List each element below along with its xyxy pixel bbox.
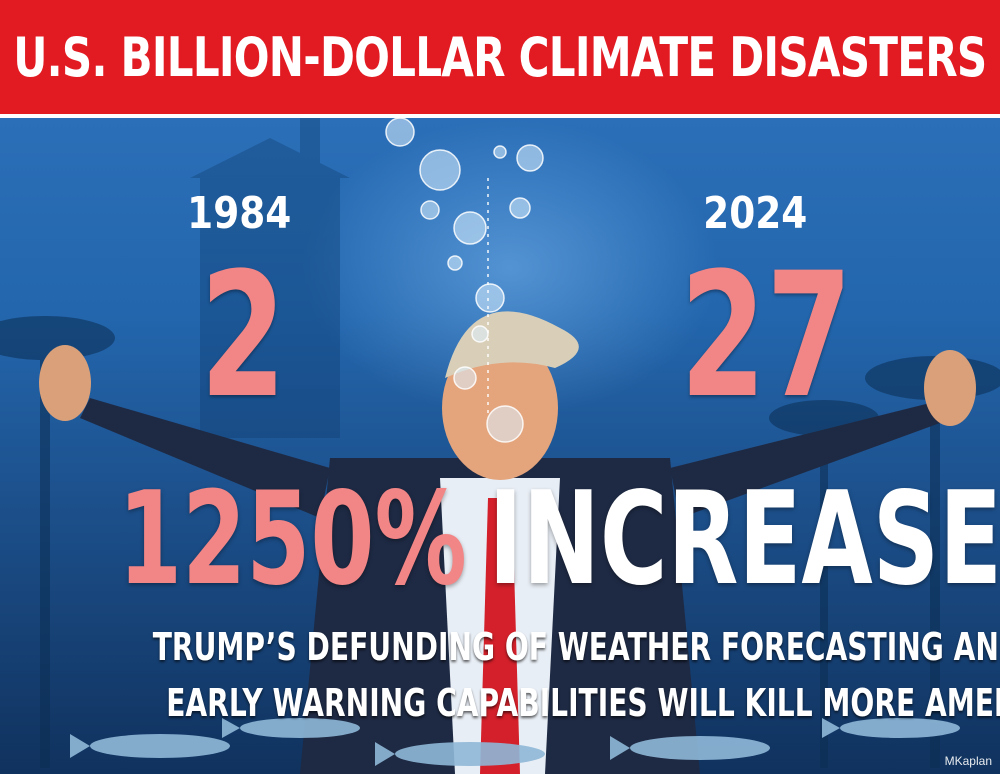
left-hand — [39, 345, 91, 421]
subtitle-line-2: EARLY WARNING CAPABILITIES WILL KILL MOR… — [0, 684, 1000, 722]
count-2024: 27 — [680, 235, 853, 436]
year-2024-label: 2024 — [703, 188, 808, 239]
increase-percent: 1250% — [118, 465, 467, 614]
building-silhouette — [190, 118, 350, 438]
fish-icon — [70, 718, 960, 766]
increase-word: INCREASE — [488, 465, 1000, 614]
bubbles-icon — [385, 118, 544, 443]
tie — [480, 498, 520, 774]
artist-credit: MKaplan — [944, 754, 992, 768]
increase-headline: 1250% INCREASE — [118, 476, 1000, 604]
subtitle-line-1: TRUMP’S DEFUNDING OF WEATHER FORECASTING… — [0, 628, 1000, 666]
title-banner: U.S. BILLION-DOLLAR CLIMATE DISASTERS — [0, 0, 1000, 118]
count-1984: 2 — [200, 235, 287, 436]
right-hand — [924, 350, 976, 426]
banner-title: U.S. BILLION-DOLLAR CLIMATE DISASTERS — [13, 25, 987, 89]
year-1984-label: 1984 — [187, 188, 292, 239]
subtitle-line-1-text: TRUMP’S DEFUNDING OF WEATHER FORECASTING… — [152, 625, 1000, 669]
subtitle-line-2-text: EARLY WARNING CAPABILITIES WILL KILL MOR… — [166, 681, 1000, 725]
underwater-scene: 1984 2024 2 27 1250% INCREASE TRUMP’S DEF… — [0, 118, 1000, 774]
underwater-illustration — [0, 118, 1000, 774]
